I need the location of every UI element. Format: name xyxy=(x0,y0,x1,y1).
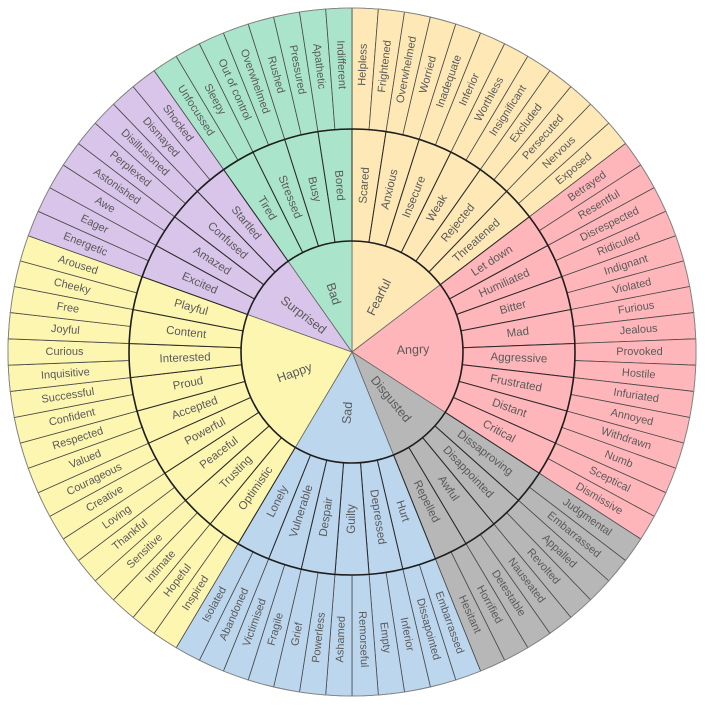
outer-emotion-label: Hostile xyxy=(621,367,655,382)
middle-emotion-label: Guilty xyxy=(346,504,358,534)
middle-emotion-label: Interested xyxy=(159,351,211,365)
core-emotion-label: Angry xyxy=(396,342,430,357)
outer-emotion-label: Curious xyxy=(46,346,84,358)
inner-ring-border xyxy=(240,240,464,464)
outer-emotion-label: Apathetic xyxy=(310,43,327,90)
outer-emotion-label: Frightened xyxy=(376,40,394,94)
outer-emotion-label: Inquisitive xyxy=(40,366,90,382)
middle-emotion-label: Content xyxy=(165,325,207,342)
outer-emotion-label: Free xyxy=(56,300,80,315)
wheel-segments xyxy=(7,7,697,697)
core-emotion-label: Sad xyxy=(339,401,355,424)
middle-emotion-label: Proud xyxy=(172,375,204,393)
middle-emotion-label: Aggressive xyxy=(490,351,547,365)
outer-emotion-label: Provoked xyxy=(616,346,662,358)
middle-emotion-label: Bored xyxy=(332,170,346,202)
outer-ring-border xyxy=(7,7,697,697)
outer-emotion-label: Grief xyxy=(289,620,305,647)
outer-emotion-label: Powerless xyxy=(310,611,328,663)
outer-emotion-label: Joyful xyxy=(51,323,81,337)
outer-emotion-label: Jealous xyxy=(619,323,658,338)
middle-emotion-label: Scared xyxy=(357,167,372,204)
middle-emotion-label: Mad xyxy=(506,326,530,340)
outer-emotion-label: Ashamed xyxy=(334,616,348,663)
outer-emotion-label: Furious xyxy=(617,299,656,317)
outer-emotion-label: Remorseful xyxy=(356,611,370,668)
outer-emotion-label: Indifferent xyxy=(334,40,348,89)
core-emotion-label: Bad xyxy=(324,281,344,306)
middle-emotion-label: Busy xyxy=(305,176,323,204)
outer-emotion-label: Helpless xyxy=(356,43,370,86)
middle-ring-border xyxy=(128,128,576,576)
outer-emotion-label: Empty xyxy=(377,621,393,654)
